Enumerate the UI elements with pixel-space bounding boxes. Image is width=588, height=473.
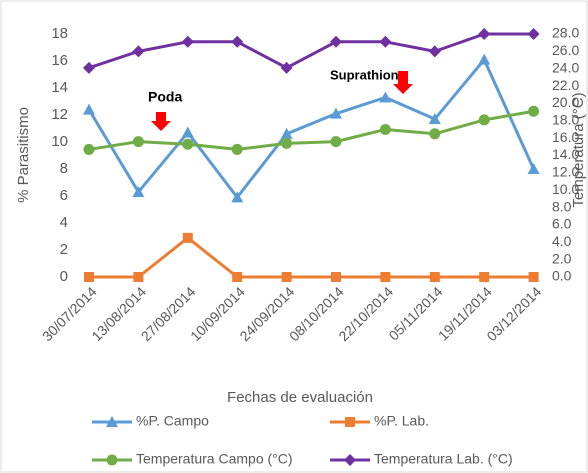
- marker: [133, 272, 144, 282]
- marker: [231, 35, 244, 48]
- marker: [428, 45, 441, 58]
- y-tick-label: 16: [51, 52, 68, 69]
- y-tick-label: 2: [60, 241, 68, 258]
- marker: [330, 35, 342, 48]
- y2-tick-label: 6.0: [552, 216, 572, 232]
- marker: [379, 91, 392, 103]
- marker: [478, 114, 490, 126]
- marker: [478, 53, 491, 65]
- marker: [181, 35, 194, 48]
- marker: [281, 272, 292, 282]
- marker: [379, 123, 391, 135]
- marker: [281, 137, 293, 149]
- series-line: [89, 236, 534, 279]
- series-line: [87, 58, 535, 199]
- marker: [132, 136, 144, 148]
- legend-label: Temperatura Lab. (°C): [374, 451, 513, 467]
- marker: [528, 272, 539, 282]
- marker: [231, 143, 243, 155]
- y2-tick-label: 18.0: [552, 111, 579, 127]
- y-tick-label: 6: [60, 187, 68, 204]
- y2-tick-label: 26.0: [552, 42, 579, 58]
- marker: [231, 191, 244, 203]
- marker: [83, 103, 95, 115]
- marker: [528, 105, 540, 117]
- legend-label: Temperatura Campo (°C): [136, 451, 293, 467]
- y-tick-label: 10: [51, 133, 68, 150]
- annotation-arrow: [151, 112, 171, 131]
- y-tick-label: 14: [51, 79, 68, 96]
- marker: [232, 272, 243, 282]
- marker: [330, 107, 342, 119]
- y-axis-title: % Parasitismo: [15, 107, 32, 203]
- marker: [106, 454, 118, 466]
- marker: [527, 163, 540, 174]
- marker: [345, 417, 355, 427]
- marker: [429, 128, 441, 140]
- y2-tick-label: 8.0: [552, 198, 572, 214]
- marker: [132, 185, 145, 197]
- marker: [182, 138, 194, 150]
- marker: [280, 127, 293, 139]
- marker: [132, 45, 145, 58]
- marker: [478, 28, 491, 40]
- marker: [83, 143, 95, 155]
- marker: [83, 61, 95, 74]
- y-tick-label: 8: [60, 160, 68, 177]
- y-tick-label: 4: [60, 214, 68, 231]
- marker: [106, 416, 118, 427]
- y2-tick-label: 12.0: [552, 164, 579, 180]
- legend-label: %P. Campo: [136, 413, 209, 429]
- marker: [429, 272, 440, 282]
- marker: [181, 126, 194, 138]
- y2-tick-label: 2.0: [552, 250, 572, 266]
- marker: [527, 28, 540, 40]
- y2-axis-title: Temperatura (°C): [570, 92, 587, 207]
- marker: [280, 61, 293, 74]
- marker: [331, 272, 341, 282]
- y-tick-label: 12: [51, 106, 68, 123]
- marker: [428, 113, 441, 125]
- marker: [380, 272, 391, 282]
- marker: [330, 136, 342, 148]
- y-tick-label: 18: [51, 25, 68, 42]
- marker: [379, 35, 392, 48]
- annotation-arrow: [393, 71, 413, 94]
- y2-tick-label: 4.0: [552, 233, 572, 249]
- legend-label: %P. Lab.: [374, 413, 429, 429]
- marker: [479, 272, 490, 282]
- y2-tick-label: 20.0: [552, 94, 579, 110]
- y2-tick-label: 16.0: [552, 129, 579, 145]
- series-line: [88, 109, 534, 151]
- y-tick-label: 0: [60, 268, 68, 285]
- y2-tick-label: 10.0: [552, 181, 579, 197]
- x-axis-title: Fechas de evaluación: [227, 389, 373, 406]
- series-line: [88, 32, 534, 70]
- annotation: Suprathion: [330, 67, 399, 82]
- y2-tick-label: 22.0: [552, 77, 579, 93]
- marker: [344, 454, 356, 466]
- marker: [84, 272, 94, 282]
- annotation: Poda: [148, 89, 182, 105]
- y2-tick-label: 28.0: [552, 25, 579, 41]
- y2-tick-label: 14.0: [552, 146, 579, 162]
- y2-tick-label: 0.0: [552, 268, 572, 284]
- marker: [182, 232, 193, 243]
- y2-tick-label: 24.0: [552, 59, 579, 75]
